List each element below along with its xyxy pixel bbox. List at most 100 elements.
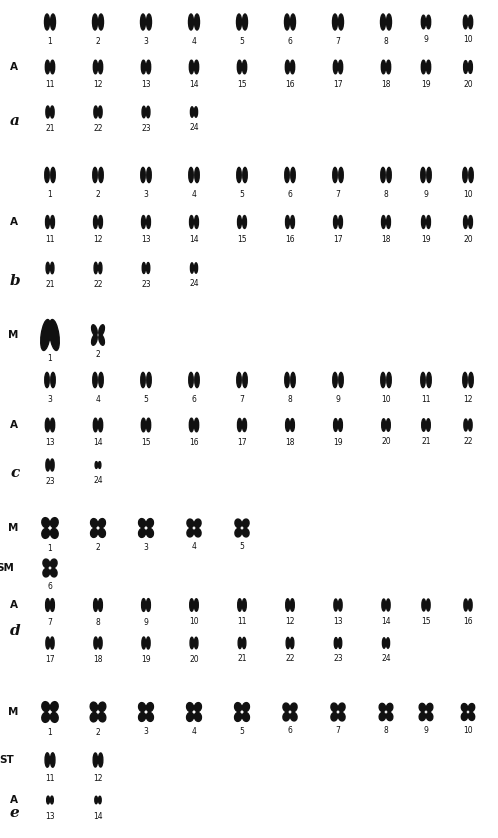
Ellipse shape (93, 168, 97, 183)
Ellipse shape (243, 529, 249, 537)
Ellipse shape (386, 703, 393, 711)
Ellipse shape (469, 168, 473, 183)
Text: A: A (10, 795, 18, 805)
Ellipse shape (94, 637, 98, 649)
Ellipse shape (235, 712, 242, 722)
Text: b: b (10, 274, 20, 288)
Ellipse shape (334, 215, 337, 229)
Ellipse shape (42, 529, 50, 538)
Ellipse shape (190, 637, 194, 649)
Text: 16: 16 (189, 438, 199, 447)
Text: 19: 19 (421, 80, 431, 89)
Ellipse shape (50, 529, 58, 538)
Ellipse shape (379, 712, 385, 721)
Ellipse shape (50, 559, 57, 567)
Ellipse shape (426, 15, 431, 28)
Ellipse shape (427, 372, 431, 388)
Text: 20: 20 (189, 654, 199, 664)
Text: c: c (10, 466, 19, 480)
Ellipse shape (44, 14, 49, 30)
Text: 3: 3 (143, 543, 148, 552)
Ellipse shape (235, 529, 242, 537)
Ellipse shape (194, 529, 201, 537)
Ellipse shape (95, 462, 98, 468)
Ellipse shape (379, 703, 385, 711)
Ellipse shape (141, 60, 145, 74)
Ellipse shape (99, 334, 105, 345)
Text: 10: 10 (381, 395, 391, 404)
Text: 11: 11 (421, 395, 431, 404)
Ellipse shape (283, 712, 290, 721)
Ellipse shape (422, 599, 426, 611)
Ellipse shape (146, 262, 150, 273)
Text: 1: 1 (48, 728, 52, 737)
Ellipse shape (194, 106, 198, 117)
Ellipse shape (386, 60, 390, 74)
Ellipse shape (243, 14, 248, 30)
Text: 13: 13 (141, 235, 151, 244)
Ellipse shape (99, 462, 101, 468)
Ellipse shape (42, 712, 50, 722)
Text: 10: 10 (463, 35, 473, 44)
Text: 23: 23 (141, 280, 151, 288)
Ellipse shape (291, 168, 295, 183)
Text: 18: 18 (381, 80, 391, 89)
Text: 14: 14 (93, 812, 103, 820)
Ellipse shape (43, 568, 50, 577)
Ellipse shape (99, 637, 102, 649)
Ellipse shape (146, 712, 153, 722)
Ellipse shape (50, 712, 58, 722)
Ellipse shape (463, 15, 468, 28)
Ellipse shape (419, 703, 426, 711)
Ellipse shape (47, 796, 49, 804)
Text: A: A (10, 420, 18, 430)
Ellipse shape (50, 753, 55, 768)
Text: 18: 18 (285, 437, 295, 447)
Text: 24: 24 (381, 654, 391, 663)
Text: 9: 9 (336, 395, 341, 404)
Ellipse shape (243, 702, 249, 711)
Ellipse shape (237, 14, 242, 30)
Ellipse shape (290, 419, 294, 432)
Ellipse shape (243, 712, 249, 722)
Ellipse shape (381, 419, 385, 432)
Text: 21: 21 (45, 280, 55, 289)
Ellipse shape (339, 60, 343, 74)
Ellipse shape (146, 637, 150, 649)
Ellipse shape (45, 753, 49, 768)
Ellipse shape (51, 372, 55, 388)
Ellipse shape (46, 262, 49, 274)
Ellipse shape (46, 637, 50, 649)
Ellipse shape (141, 168, 145, 183)
Text: 9: 9 (424, 35, 428, 44)
Ellipse shape (189, 60, 194, 74)
Ellipse shape (381, 372, 385, 388)
Ellipse shape (189, 418, 194, 432)
Ellipse shape (91, 529, 98, 537)
Text: 8: 8 (383, 37, 388, 46)
Text: 14: 14 (189, 235, 199, 244)
Ellipse shape (99, 418, 103, 432)
Ellipse shape (427, 215, 430, 229)
Ellipse shape (334, 419, 338, 432)
Text: M: M (7, 330, 18, 340)
Ellipse shape (194, 637, 198, 649)
Text: 3: 3 (143, 727, 148, 736)
Text: 20: 20 (463, 235, 473, 244)
Text: 21: 21 (45, 124, 55, 133)
Ellipse shape (290, 60, 295, 74)
Ellipse shape (190, 215, 193, 229)
Ellipse shape (189, 14, 194, 30)
Ellipse shape (464, 599, 468, 611)
Ellipse shape (469, 60, 473, 74)
Ellipse shape (50, 459, 54, 471)
Text: 15: 15 (237, 80, 247, 89)
Text: M: M (7, 707, 18, 717)
Ellipse shape (426, 60, 431, 74)
Text: 4: 4 (96, 395, 101, 404)
Text: 21: 21 (237, 654, 247, 664)
Ellipse shape (464, 60, 468, 74)
Ellipse shape (187, 712, 194, 722)
Ellipse shape (380, 14, 385, 30)
Text: 22: 22 (463, 437, 473, 446)
